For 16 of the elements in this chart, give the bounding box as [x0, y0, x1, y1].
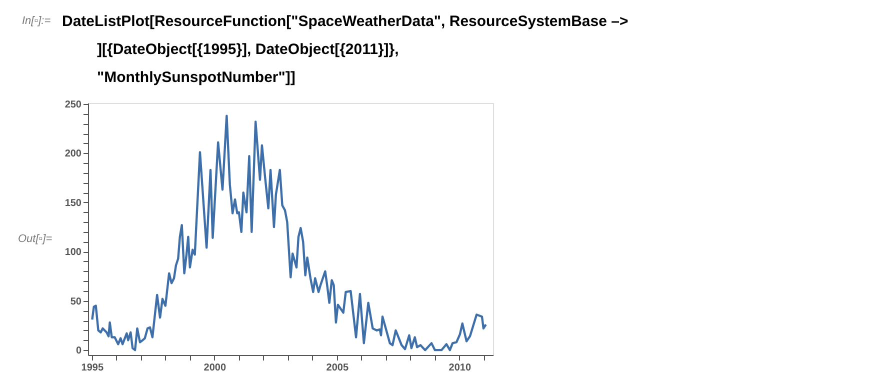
line-series — [91, 114, 487, 352]
y-tick-label: 50 — [70, 296, 82, 308]
x-tick-label: 2005 — [326, 362, 349, 374]
text: "MonthlySunspotNumber"]] — [97, 69, 296, 86]
y-tick-label: 150 — [64, 198, 82, 209]
text: DateListPlot[ResourceFunction["SpaceWeatherData", ResourceSystemBase –> — [62, 13, 628, 30]
y-tick-label: 200 — [64, 148, 82, 160]
text: Out[▫]= — [18, 233, 53, 245]
y-tick-label: 0 — [76, 346, 82, 357]
x-tick-label: 2000 — [204, 362, 226, 374]
y-tick-label: 100 — [64, 247, 82, 258]
y-tick-label: 250 — [64, 99, 82, 110]
x-tick-label: 2010 — [448, 362, 472, 374]
text: In[▫]:= — [22, 15, 52, 27]
text: ][{DateObject[{1995}], DateObject[{2011}]}, — [97, 41, 399, 58]
x-tick-label: 1995 — [81, 362, 104, 374]
